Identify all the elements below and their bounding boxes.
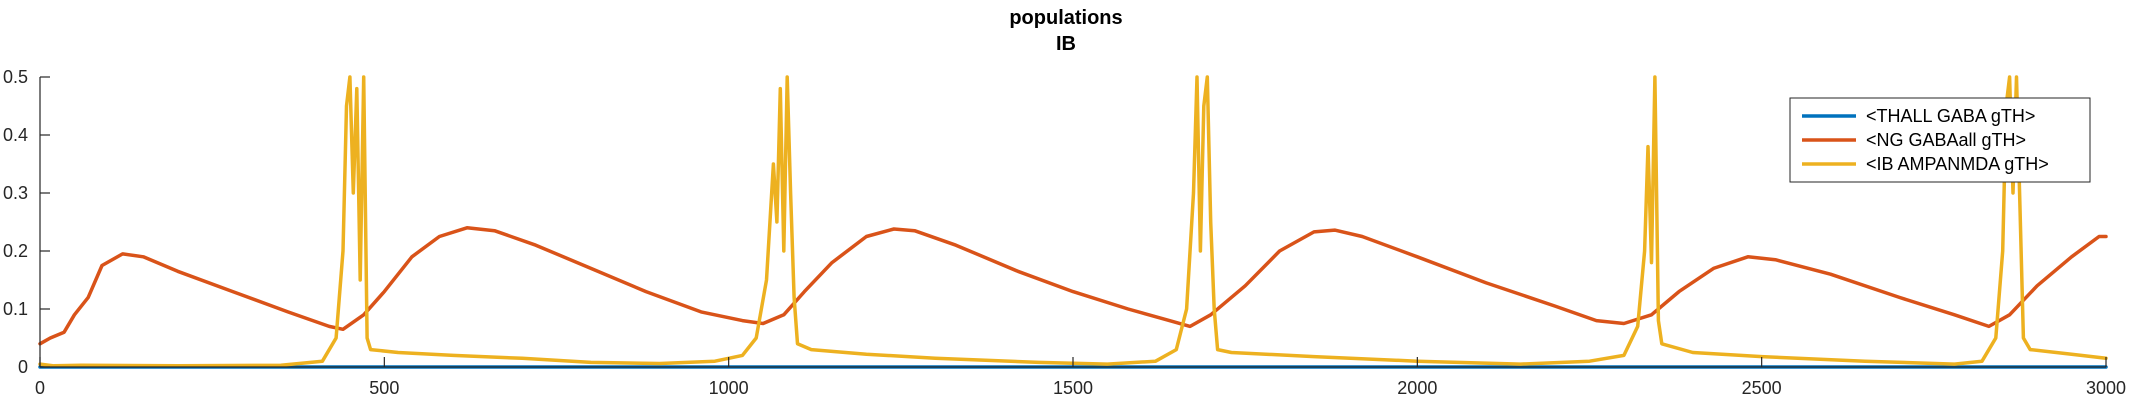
y-tick-label: 0.1 xyxy=(3,299,28,319)
x-tick-label: 2000 xyxy=(1397,378,1437,398)
x-tick-label: 500 xyxy=(369,378,399,398)
y-tick-label: 0 xyxy=(18,357,28,377)
x-tick-label: 1500 xyxy=(1053,378,1093,398)
plot-area xyxy=(40,77,2106,367)
axes: 0 500 1000 1500 2000 2500 3000 0 0.1 0.2 0.3 0.4 0.5 xyxy=(3,67,2126,398)
legend-label-1: <THALL GABA gTH> xyxy=(1866,106,2035,126)
chart-title-line-1: populations xyxy=(1009,7,1122,29)
y-tick-label: 0.4 xyxy=(3,125,28,145)
x-tick-label: 3000 xyxy=(2086,378,2126,398)
x-tick-label: 2500 xyxy=(1742,378,1782,398)
y-tick-label: 0.2 xyxy=(3,241,28,261)
y-tick-label: 0.3 xyxy=(3,183,28,203)
legend: <THALL GABA gTH> <NG GABAall gTH> <IB AMPA… xyxy=(1789,97,2091,183)
series-line-3 xyxy=(38,75,2108,368)
chart-title-line-2: IB xyxy=(1056,33,1076,55)
x-tick-label: 0 xyxy=(35,378,45,398)
legend-label-2: <NG GABAall gTH> xyxy=(1866,130,2026,150)
y-tick-label: 0.5 xyxy=(3,67,28,87)
x-tick-label: 1000 xyxy=(709,378,749,398)
legend-label-3: <IB AMPANMDA gTH> xyxy=(1866,154,2049,174)
series-line-2 xyxy=(38,226,2108,346)
